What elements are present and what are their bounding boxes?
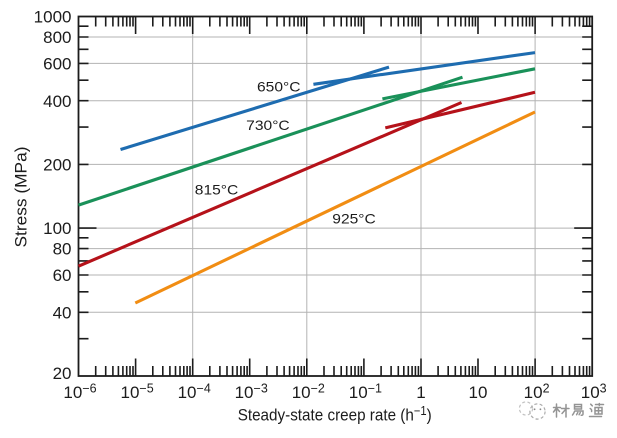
svg-text:Steady-state creep rate (h−1): Steady-state creep rate (h−1) xyxy=(238,404,432,425)
svg-text:800: 800 xyxy=(43,28,71,47)
svg-text:Stress (MPa): Stress (MPa) xyxy=(12,147,31,248)
svg-text:200: 200 xyxy=(43,156,71,175)
svg-text:10: 10 xyxy=(469,383,488,402)
svg-text:815°C: 815°C xyxy=(195,181,239,197)
svg-text:80: 80 xyxy=(53,240,72,259)
svg-text:650°C: 650°C xyxy=(257,79,301,95)
svg-text:1000: 1000 xyxy=(34,8,72,27)
svg-text:730°C: 730°C xyxy=(246,117,290,133)
svg-text:60: 60 xyxy=(53,266,72,285)
svg-text:925°C: 925°C xyxy=(332,211,376,227)
svg-text:40: 40 xyxy=(53,303,72,322)
svg-text:600: 600 xyxy=(43,55,71,74)
svg-text:20: 20 xyxy=(53,364,72,383)
svg-text:100: 100 xyxy=(43,219,71,238)
svg-text:1: 1 xyxy=(416,383,425,402)
svg-text:400: 400 xyxy=(43,92,71,111)
